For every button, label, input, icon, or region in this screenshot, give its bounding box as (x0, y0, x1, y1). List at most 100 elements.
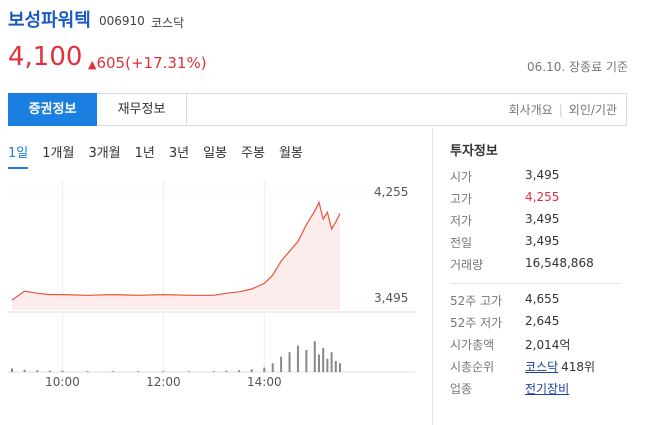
divider (432, 127, 433, 425)
period-tab[interactable]: 3년 (168, 146, 190, 161)
period-tab[interactable]: 일봉 (203, 146, 228, 161)
volume-bar (111, 371, 114, 372)
links: 회사개요 | 외인/기관 (509, 101, 617, 118)
info-value: 3,495 (525, 168, 559, 182)
info-text: 3,495 (525, 234, 560, 248)
period-tab[interactable]: 1일 (8, 146, 29, 169)
info-value: 3,495 (525, 234, 559, 248)
info-label: 저가 (450, 214, 473, 228)
change-pct: (+17.31%) (125, 54, 207, 72)
volume-bar (61, 370, 64, 372)
info-label: 52주 저가 (450, 316, 503, 330)
price: 4,100 (8, 42, 83, 72)
info-label: 고가 (450, 192, 473, 206)
info-row: 거래량 16,548,868 (450, 256, 620, 278)
change: ▲605(+17.31%) (88, 54, 207, 72)
info-text: 3,495 (525, 168, 560, 182)
period-tab[interactable]: 주봉 (241, 146, 265, 161)
y-tick-label: 4,255 (374, 185, 408, 199)
volume-bar (23, 369, 26, 372)
period-tab[interactable]: 1개월 (42, 146, 75, 161)
volume-bar (317, 354, 320, 372)
info-text: 4,655 (525, 292, 560, 306)
info-row: 전일 3,495 (450, 234, 620, 256)
separator: | (558, 103, 563, 117)
info-row: 저가 3,495 (450, 212, 620, 234)
up-arrow: ▲ (88, 58, 97, 71)
info-text: 3,495 (525, 212, 560, 226)
link[interactable]: 회사개요 (508, 103, 553, 117)
info-title: 투자정보 (450, 144, 498, 159)
info-text: 2,014억 (525, 338, 571, 352)
volume-bar (322, 347, 325, 372)
info-value: 전기장비 (525, 380, 569, 397)
info-value: 16,548,868 (525, 256, 594, 270)
volume-bar (250, 369, 253, 372)
info-label: 시가 (450, 170, 473, 184)
volume-bar (137, 371, 140, 372)
info-value: 2,645 (525, 314, 559, 328)
info-row: 고가 4,255 (450, 190, 620, 212)
info-text: 418위 (561, 360, 596, 374)
change-value: 605 (96, 54, 126, 72)
link[interactable]: 외인/기관 (568, 103, 617, 117)
tab[interactable]: 재무정보 (97, 93, 187, 126)
x-tick-label: 14:00 (247, 375, 282, 389)
info-separator (450, 283, 620, 284)
volume-bar (288, 352, 291, 372)
period-tabs: 1일 1개월 3개월 1년 3년 일봉 주봉 월봉 (8, 142, 317, 169)
volume-bar (36, 370, 39, 372)
period-tab[interactable]: 3개월 (88, 146, 121, 161)
volume-bar (11, 368, 13, 372)
info-label: 시가총액 (450, 338, 495, 352)
volume-bar (212, 371, 215, 372)
volume-bar (162, 371, 165, 372)
price-line (11, 200, 341, 301)
info-link[interactable]: 전기장비 (525, 382, 570, 396)
volume-bar (296, 345, 299, 372)
info-label: 업종 (450, 382, 473, 396)
info-label: 전일 (450, 236, 473, 250)
x-tick-label: 12:00 (146, 375, 181, 389)
info-value: 4,655 (525, 292, 559, 306)
volume-bar (48, 370, 51, 372)
volume-bar (326, 358, 329, 372)
volume-bar (225, 370, 228, 372)
info-label: 52주 고가 (450, 294, 503, 308)
tab-bar: 증권정보 재무정보 (8, 93, 627, 126)
info-row: 시총순위 코스닥 418위 (450, 358, 620, 380)
info-value: 코스닥 418위 (525, 358, 595, 375)
volume-bar (330, 352, 333, 372)
volume-bar (187, 371, 190, 372)
info-row: 시가총액 2,014억 (450, 336, 620, 358)
x-tick-label: 10:00 (45, 375, 80, 389)
info-text: 2,645 (525, 314, 560, 328)
chart: 10:00 12:00 14:00 4,255 3,495 (8, 180, 415, 389)
stock-name[interactable]: 보성파워텍 (8, 10, 91, 31)
volume-bar (86, 371, 89, 372)
info-text: 16,548,868 (525, 256, 594, 270)
stock-code: 006910 (99, 14, 145, 28)
info-label: 거래량 (450, 258, 484, 272)
tab[interactable]: 증권정보 (8, 93, 97, 126)
volume-bar (305, 350, 308, 372)
volume-bar (263, 367, 266, 372)
y-tick-label: 3,495 (374, 291, 408, 305)
info-row: 업종 전기장비 (450, 380, 620, 402)
info-row: 시가 3,495 (450, 168, 620, 190)
volume-bar (280, 356, 283, 372)
date-note: 06.10. 장종료 기준 (527, 60, 628, 74)
volume-bar (334, 361, 337, 372)
volume-bar (313, 341, 316, 372)
volume-bar (238, 370, 241, 372)
market: 코스닥 (151, 16, 185, 30)
info-link[interactable]: 코스닥 (525, 360, 559, 374)
info-value: 4,255 (525, 190, 559, 204)
info-text: 4,255 (525, 190, 560, 204)
info-row: 52주 고가 4,655 (450, 292, 620, 314)
volume-bar (339, 363, 341, 372)
price-area (12, 202, 340, 310)
period-tab[interactable]: 월봉 (278, 146, 303, 161)
period-tab[interactable]: 1년 (134, 146, 155, 161)
